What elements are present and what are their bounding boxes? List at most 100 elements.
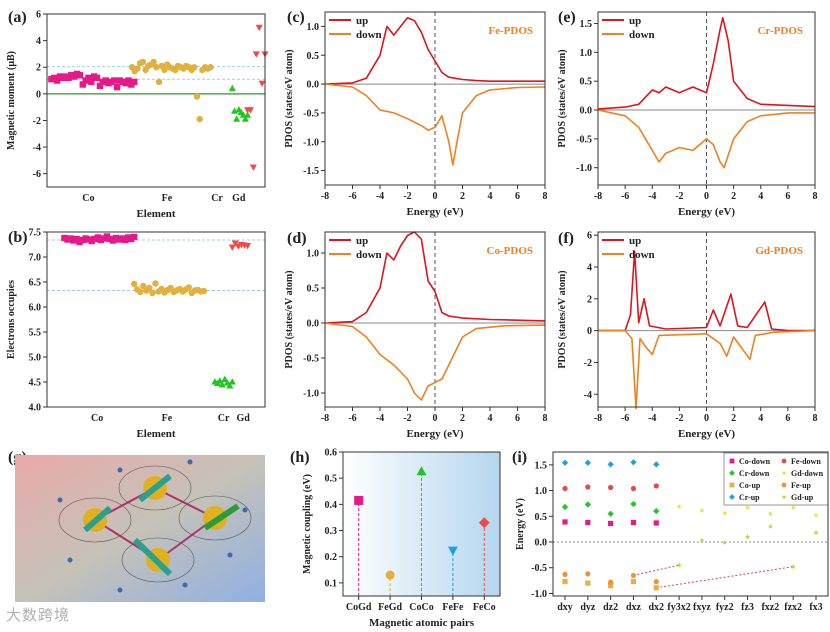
y-tick-label: 0.6 <box>325 448 338 459</box>
y-tick-label: 1.5 <box>535 460 548 471</box>
y-tick-label: 6 <box>36 10 41 21</box>
x-tick-label: -8 <box>321 413 329 424</box>
circle-marker <box>653 579 659 585</box>
x-tick-label: -8 <box>321 191 329 202</box>
circle-marker <box>140 282 147 290</box>
x-tick-label: 8 <box>543 413 548 424</box>
x-tick-label: -6 <box>348 413 356 424</box>
triangle-down-marker <box>252 51 260 58</box>
triangle-down-marker <box>249 164 257 171</box>
x-tick-label: Gd <box>232 193 246 204</box>
diamond-marker <box>630 459 637 466</box>
x-tick-label: 0 <box>704 191 709 202</box>
y-tick-label: -2 <box>584 358 592 369</box>
triangle-marker <box>218 381 226 388</box>
x-tick-label: 0 <box>433 191 438 202</box>
y-tick-label: -0.5 <box>303 354 319 365</box>
x-tick-label: Fe <box>162 413 173 424</box>
plot-frame <box>324 11 546 186</box>
circle-marker <box>608 484 614 491</box>
y-tick-label: 0.3 <box>325 526 338 537</box>
x-axis-label: Energy (eV) <box>406 428 463 440</box>
x-tick-label: 6 <box>785 191 790 202</box>
star-marker <box>722 539 728 545</box>
y-tick-label: -0.5 <box>576 134 592 145</box>
diamond-marker <box>561 459 569 466</box>
panel-c: (c) -1.5 -1.0 -0.5 0.0 0.5 1.0 PDOS (states/eV … <box>284 9 548 218</box>
x-tick-label: fzx2 <box>784 602 802 613</box>
y-axis-label: PDOS (states/eV atom) <box>557 270 568 368</box>
connection-line <box>656 566 794 589</box>
x-tick-label: dxz <box>626 602 642 613</box>
legend-label: up <box>356 15 368 27</box>
series-line-down <box>324 83 546 166</box>
y-axis-label: Magnetic coupling (eV) <box>302 474 313 574</box>
y-tick-label: 0 <box>36 89 41 100</box>
square-marker <box>79 81 86 88</box>
square-marker <box>562 579 568 585</box>
diamond-marker <box>607 461 614 468</box>
x-tick-label: 0 <box>704 413 709 424</box>
square-marker <box>729 482 735 488</box>
diamond-marker <box>607 510 614 517</box>
x-tick-label: CoCo <box>409 602 433 613</box>
triangle-marker <box>226 382 234 389</box>
circle-marker <box>207 64 214 71</box>
y-axis-label: PDOS (states/eV atom) <box>557 49 568 147</box>
x-tick-label: fyz2 <box>716 602 734 613</box>
y-tick-label: 0.2 <box>325 552 338 563</box>
orbit <box>58 497 132 543</box>
y-tick-label: -6 <box>33 169 41 180</box>
y-tick-label: 0.0 <box>580 106 593 117</box>
diamond-marker <box>653 461 660 468</box>
circle-marker <box>153 64 160 71</box>
circle-marker <box>146 284 153 292</box>
circle-marker <box>196 115 203 123</box>
diamond-marker <box>584 501 591 508</box>
x-tick-label: -4 <box>648 413 656 424</box>
series-line-up <box>598 250 815 332</box>
legend-label: Fe-down <box>791 457 821 466</box>
square-marker <box>630 519 637 526</box>
chart-title: Fe-PDOS <box>488 25 533 37</box>
triangle-marker <box>416 466 427 476</box>
panel-label: (e) <box>558 9 576 26</box>
square-marker <box>630 579 637 585</box>
x-axis-label: Magnetic atomic pairs <box>369 617 475 629</box>
circle-marker <box>137 288 144 296</box>
x-tick-label: -2 <box>403 191 411 202</box>
x-tick-label: Co <box>91 413 103 424</box>
panel-a: (a) -6 -4 -2 0 2 4 6 Magnetic moment (μB) Element… <box>6 9 269 220</box>
y-tick-label: -1.0 <box>531 589 547 600</box>
circle-marker <box>185 284 192 291</box>
legend-label: Cr-down <box>739 469 770 478</box>
x-tick-label: Fe <box>162 193 173 204</box>
plot-frame <box>324 231 546 408</box>
y-axis-label: PDOS (states/eV atom) <box>284 270 295 368</box>
square-marker <box>53 77 61 84</box>
panel-label: (a) <box>8 9 27 26</box>
y-tick-label: 6.0 <box>29 303 42 314</box>
triangle-down-marker <box>228 244 236 251</box>
y-tick-label: -1.0 <box>576 163 592 174</box>
x-tick-label: Gd <box>237 413 251 424</box>
chart-title: Cr-PDOS <box>758 25 803 37</box>
y-tick-label: -1.0 <box>303 137 319 148</box>
star-marker <box>813 529 819 536</box>
x-axis-label: Element <box>136 428 175 440</box>
diamond-marker <box>729 494 735 500</box>
x-tick-label: -2 <box>675 413 683 424</box>
diamond-marker <box>584 459 591 466</box>
spin-arrow <box>203 503 240 531</box>
panel-label: (b) <box>8 229 28 246</box>
circle-marker <box>562 571 568 578</box>
x-tick-label: 8 <box>543 191 548 202</box>
star-marker <box>699 537 705 543</box>
circle-marker <box>149 289 156 297</box>
x-tick-label: 4 <box>758 191 763 202</box>
square-marker <box>562 519 568 525</box>
y-tick-label: 4 <box>587 263 592 274</box>
x-tick-label: -6 <box>621 191 629 202</box>
plot-frame <box>46 13 266 188</box>
